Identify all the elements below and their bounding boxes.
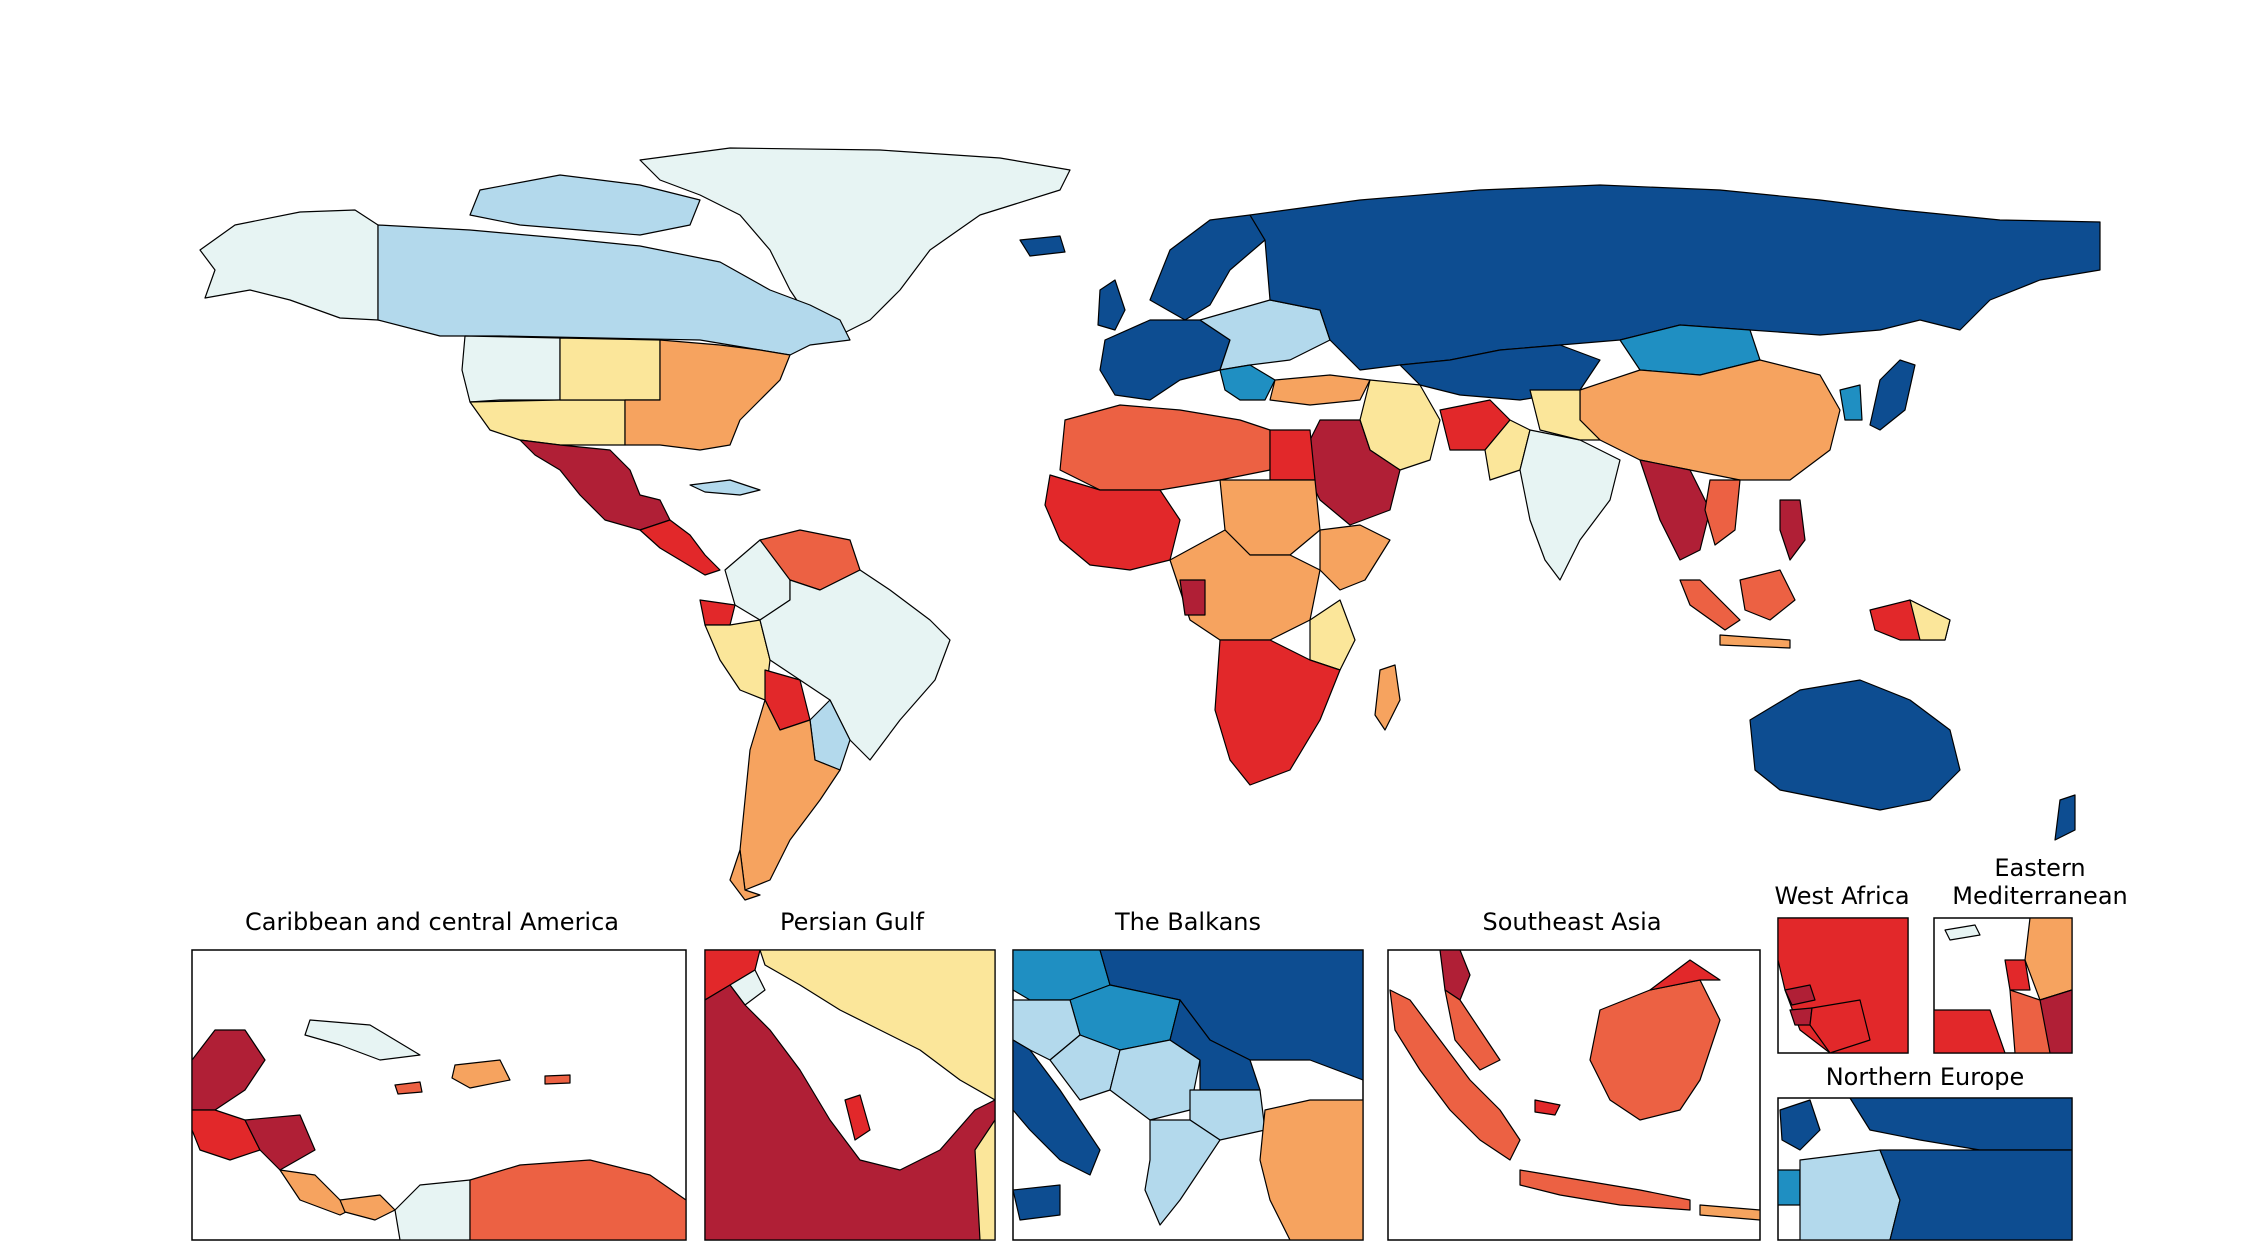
region-madagascar bbox=[1374, 664, 1401, 731]
region-usa-east bbox=[624, 339, 791, 451]
region-tierra-del-fuego bbox=[729, 849, 761, 901]
region-peru bbox=[704, 619, 771, 701]
inset-northern-europe: Northern Europe bbox=[1777, 1063, 2073, 1241]
inset-title-west-africa: West Africa bbox=[1774, 882, 1909, 910]
inset-title-northern-europe: Northern Europe bbox=[1826, 1063, 2025, 1091]
world-map bbox=[199, 147, 2101, 901]
inset-em-egypt bbox=[1934, 1009, 2006, 1053]
region-usa-central bbox=[559, 337, 661, 401]
inset-em-iraq bbox=[2039, 989, 2072, 1053]
region-iceland bbox=[1019, 235, 1066, 257]
inset-ne-poland bbox=[1879, 1149, 2072, 1240]
inset-wa-gambia bbox=[1784, 984, 1816, 1006]
region-philippines bbox=[1779, 499, 1806, 561]
inset-title-caribbean: Caribbean and central America bbox=[245, 908, 619, 936]
inset-gulf-saudi bbox=[705, 984, 995, 1240]
inset-sea-sumatra bbox=[1389, 989, 1521, 1161]
inset-balkans-sicily bbox=[1013, 1184, 1061, 1221]
region-borneo bbox=[1739, 569, 1796, 621]
inset-west-africa: West Africa bbox=[1774, 882, 1910, 1054]
region-cuba bbox=[689, 479, 761, 496]
inset-sea-java bbox=[1519, 1169, 1691, 1211]
inset-caribbean-venezuela bbox=[469, 1159, 686, 1240]
inset-balkans-turkey bbox=[1259, 1099, 1363, 1240]
region-mexico bbox=[519, 439, 671, 531]
region-turkey bbox=[1269, 374, 1371, 406]
region-greenland bbox=[639, 147, 1071, 336]
inset-caribbean-puerto-rico bbox=[544, 1074, 571, 1085]
region-new-zealand bbox=[2054, 794, 2076, 841]
region-usa-southwest bbox=[469, 399, 626, 446]
region-australia bbox=[1749, 679, 1961, 811]
region-china bbox=[1579, 359, 1841, 481]
region-myanmar-thailand bbox=[1639, 459, 1711, 561]
inset-persian-gulf: Persian Gulf bbox=[704, 908, 996, 1241]
inset-gulf-qatar bbox=[844, 1094, 871, 1141]
region-argentina bbox=[739, 699, 841, 891]
inset-title-southeast-asia: Southeast Asia bbox=[1482, 908, 1661, 936]
inset-balkans-greece bbox=[1144, 1119, 1221, 1226]
inset-sea-singapore bbox=[1534, 1099, 1561, 1116]
inset-eastern-med: Eastern Mediterranean bbox=[1933, 854, 2128, 1054]
inset-balkans-bulgaria bbox=[1189, 1089, 1266, 1141]
region-southern-africa bbox=[1214, 639, 1341, 786]
inset-sea-bali bbox=[1699, 1204, 1760, 1221]
inset-balkans-italy bbox=[1013, 1039, 1101, 1176]
region-brazil bbox=[759, 569, 951, 761]
inset-ne-uk bbox=[1779, 1099, 1821, 1151]
region-east-africa bbox=[1309, 599, 1356, 671]
inset-sea-thailand bbox=[1439, 950, 1471, 1001]
region-kazakhstan bbox=[1399, 344, 1601, 401]
inset-sea-malaysia bbox=[1444, 989, 1501, 1071]
region-japan bbox=[1869, 359, 1916, 431]
inset-title-eastern-med-1: Eastern bbox=[1994, 854, 2085, 882]
region-west-africa bbox=[1044, 474, 1181, 571]
inset-em-lebanon bbox=[2004, 959, 2031, 991]
inset-caribbean: Caribbean and central America bbox=[191, 908, 687, 1241]
inset-caribbean-honduras bbox=[244, 1114, 316, 1171]
region-vietnam bbox=[1704, 479, 1741, 546]
region-balkans bbox=[1219, 364, 1276, 401]
inset-title-persian-gulf: Persian Gulf bbox=[780, 908, 924, 936]
region-uk bbox=[1097, 279, 1126, 331]
region-arctic-islands bbox=[469, 174, 701, 236]
region-scandinavia bbox=[1149, 214, 1266, 321]
region-russia bbox=[1249, 184, 2101, 371]
inset-sea-sarawak bbox=[1649, 959, 1721, 991]
inset-southeast-asia: Southeast Asia bbox=[1387, 908, 1761, 1241]
inset-gulf-oman bbox=[974, 1119, 995, 1240]
inset-caribbean-guatemala bbox=[192, 1109, 261, 1161]
inset-em-cyprus bbox=[1944, 924, 1981, 941]
region-western-europe bbox=[1099, 319, 1231, 401]
region-central-africa bbox=[1169, 529, 1321, 641]
region-alaska bbox=[199, 209, 379, 321]
inset-caribbean-jamaica bbox=[394, 1081, 423, 1095]
region-java bbox=[1719, 634, 1791, 649]
inset-caribbean-cuba bbox=[304, 1019, 421, 1061]
region-central-america bbox=[639, 519, 721, 576]
inset-caribbean-hispaniola bbox=[451, 1059, 511, 1089]
region-egypt bbox=[1269, 429, 1316, 481]
inset-ne-netherlands bbox=[1778, 1169, 1801, 1206]
inset-caribbean-panama bbox=[339, 1194, 396, 1221]
inset-title-balkans: The Balkans bbox=[1114, 908, 1261, 936]
region-png bbox=[1909, 599, 1951, 641]
inset-title-eastern-med-2: Mediterranean bbox=[1952, 882, 2127, 910]
inset-gulf-iran bbox=[759, 950, 995, 1101]
region-india bbox=[1519, 429, 1621, 581]
region-gabon bbox=[1179, 579, 1206, 616]
region-north-africa bbox=[1059, 404, 1271, 491]
region-korea bbox=[1839, 384, 1863, 421]
region-sumatra bbox=[1679, 579, 1741, 631]
inset-wa-guinea bbox=[1809, 999, 1871, 1053]
region-horn-of-africa bbox=[1319, 524, 1391, 591]
region-ecuador bbox=[699, 599, 736, 626]
region-usa-northwest bbox=[461, 335, 561, 403]
region-west-china bbox=[1529, 389, 1601, 441]
inset-balkans: The Balkans bbox=[1012, 908, 1364, 1241]
